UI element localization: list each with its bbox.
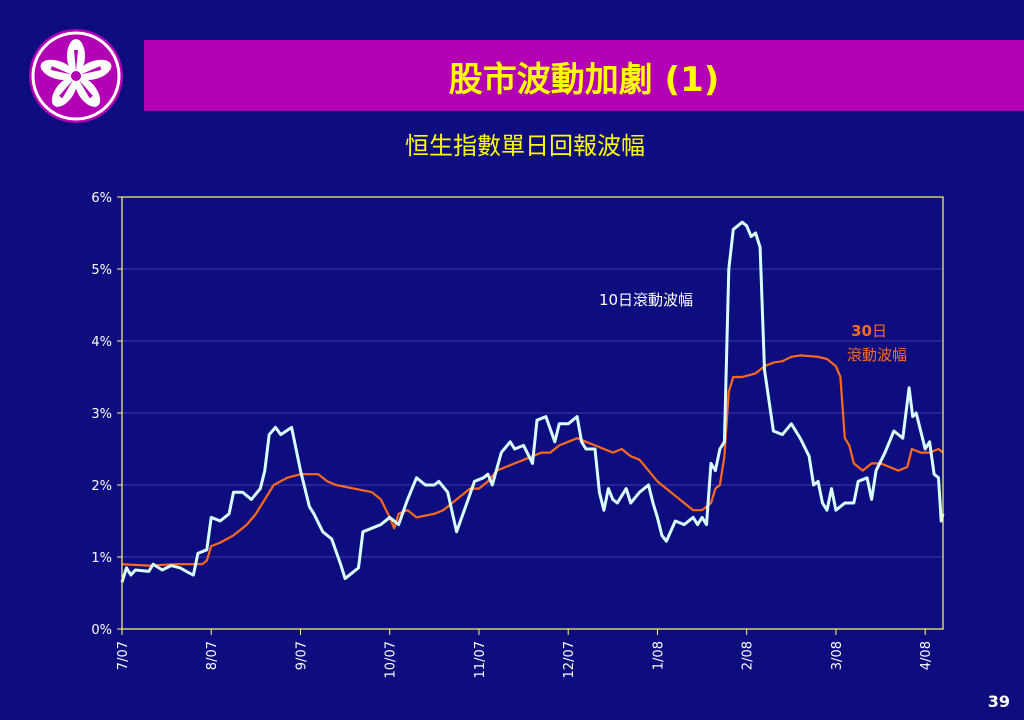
x-tick-label: 3/08 — [830, 641, 845, 670]
x-tick-label: 12/07 — [562, 641, 577, 678]
series-line-30d — [121, 354, 944, 567]
series-label-30d-text: 滾動波幅 — [847, 346, 907, 364]
grid-layer — [122, 268, 943, 558]
y-tick-label: 6% — [91, 191, 112, 206]
y-tick-label: 3% — [91, 407, 112, 422]
series-label-30d-number: 30 — [851, 322, 872, 340]
y-tick-label: 2% — [91, 479, 112, 494]
bauhinia-flower-icon — [29, 29, 123, 123]
chart-title: 恒生指數單日回報波幅 — [405, 132, 645, 160]
x-tick-label: 10/07 — [384, 641, 399, 678]
title-bar: 股市波動加劇 (1) — [144, 40, 1024, 111]
y-tick-label: 5% — [91, 263, 112, 278]
x-tick-label: 9/07 — [294, 641, 309, 670]
x-tick-label: 7/07 — [116, 641, 131, 670]
x-tick-label: 1/08 — [651, 641, 666, 670]
axis-layer: 0% 1% 2% 3% 4% 5% 6% 7/07 8/07 9/07 10/07 11/07 12/0… — [91, 191, 944, 678]
x-tick-label: 4/08 — [919, 641, 934, 670]
y-tick-label: 1% — [91, 551, 112, 566]
x-tick-label: 2/08 — [741, 641, 756, 670]
logo — [29, 29, 123, 123]
y-tick-label: 0% — [91, 623, 112, 638]
series-label-30d-day: 日 — [872, 322, 887, 340]
page-number: 39 — [987, 692, 1010, 711]
x-tick-label: 11/07 — [473, 641, 488, 678]
y-tick-label: 4% — [91, 335, 112, 350]
series-line-10d — [120, 220, 945, 583]
x-tick-label: 8/07 — [205, 641, 220, 670]
page-title: 股市波動加劇 (1) — [448, 60, 720, 100]
series-label-10d: 10日滾動波幅 — [599, 291, 693, 309]
series-layer — [120, 220, 945, 583]
